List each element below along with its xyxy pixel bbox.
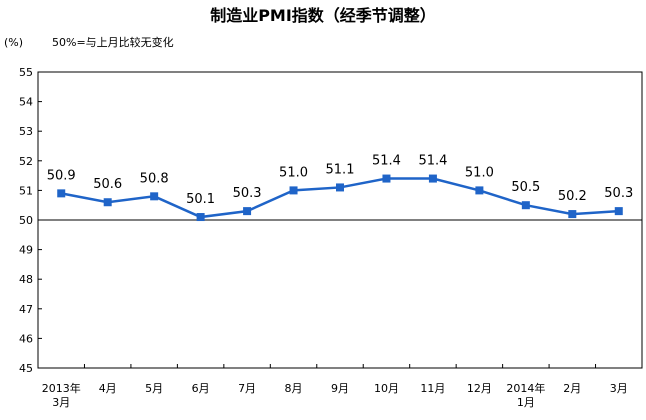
x-tick-label: 2014年 — [506, 381, 545, 395]
y-tick-label: 52 — [19, 155, 33, 168]
data-label: 50.3 — [604, 186, 633, 201]
data-point — [568, 210, 577, 219]
data-point — [614, 207, 623, 216]
data-point — [521, 201, 530, 210]
data-label: 50.9 — [47, 168, 76, 183]
x-tick-label: 5月 — [145, 382, 163, 395]
y-tick-label: 45 — [19, 362, 33, 375]
y-tick-label: 51 — [19, 184, 33, 197]
data-label: 50.2 — [558, 189, 587, 204]
data-point — [475, 186, 484, 195]
y-tick-label: 47 — [19, 303, 33, 316]
data-point — [382, 174, 391, 183]
data-label: 50.3 — [233, 186, 262, 201]
x-tick-label: 12月 — [467, 382, 492, 395]
y-tick-label: 55 — [19, 66, 33, 79]
data-labels: 50.9 50.6 50.8 50.1 50.3 51.0 51.1 51.4 51.4 51.0… — [47, 154, 633, 207]
y-tick-label: 53 — [19, 125, 33, 138]
data-label: 50.5 — [511, 180, 540, 195]
data-point — [336, 183, 344, 192]
x-tick-label: 10月 — [374, 382, 399, 395]
x-tick-label: 7月 — [238, 382, 256, 395]
x-tick-label: 3月 — [610, 382, 628, 395]
data-label: 50.6 — [93, 177, 122, 192]
y-axis: 45 46 47 48 49 50 51 52 53 54 55 — [19, 66, 42, 375]
x-tick-label: 6月 — [192, 382, 210, 395]
data-label: 51.1 — [326, 162, 355, 177]
y-tick-label: 49 — [19, 244, 33, 257]
x-tick-label: 4月 — [99, 382, 117, 395]
y-tick-label: 48 — [19, 273, 33, 286]
x-tick-label: 2013年 — [42, 381, 81, 395]
series-markers — [57, 174, 623, 222]
y-tick-label: 50 — [19, 214, 33, 227]
data-point — [289, 186, 298, 195]
data-point — [243, 207, 252, 216]
data-point — [196, 213, 205, 222]
y-tick-label: 46 — [19, 332, 33, 345]
x-tick-label: 1月 — [517, 396, 535, 409]
x-tick-label: 9月 — [331, 382, 349, 395]
y-unit-label: (%) — [4, 36, 23, 49]
data-label: 50.1 — [186, 192, 215, 207]
x-tick-label: 3月 — [52, 396, 70, 409]
data-point — [57, 189, 66, 198]
data-label: 51.0 — [279, 165, 308, 180]
x-tick-label: 11月 — [420, 382, 445, 395]
data-point — [150, 192, 159, 201]
data-point — [428, 174, 437, 183]
x-tick-label: 8月 — [285, 382, 303, 395]
data-label: 51.4 — [418, 154, 447, 169]
chart-title: 制造业PMI指数（经季节调整） — [210, 6, 436, 25]
data-label: 50.8 — [140, 171, 169, 186]
data-label: 51.4 — [372, 154, 401, 169]
note-label: 50%=与上月比较无变化 — [52, 35, 174, 49]
y-tick-label: 54 — [19, 96, 33, 109]
data-point — [103, 198, 112, 207]
data-label: 51.0 — [465, 165, 494, 180]
x-tick-label: 2月 — [563, 382, 581, 395]
